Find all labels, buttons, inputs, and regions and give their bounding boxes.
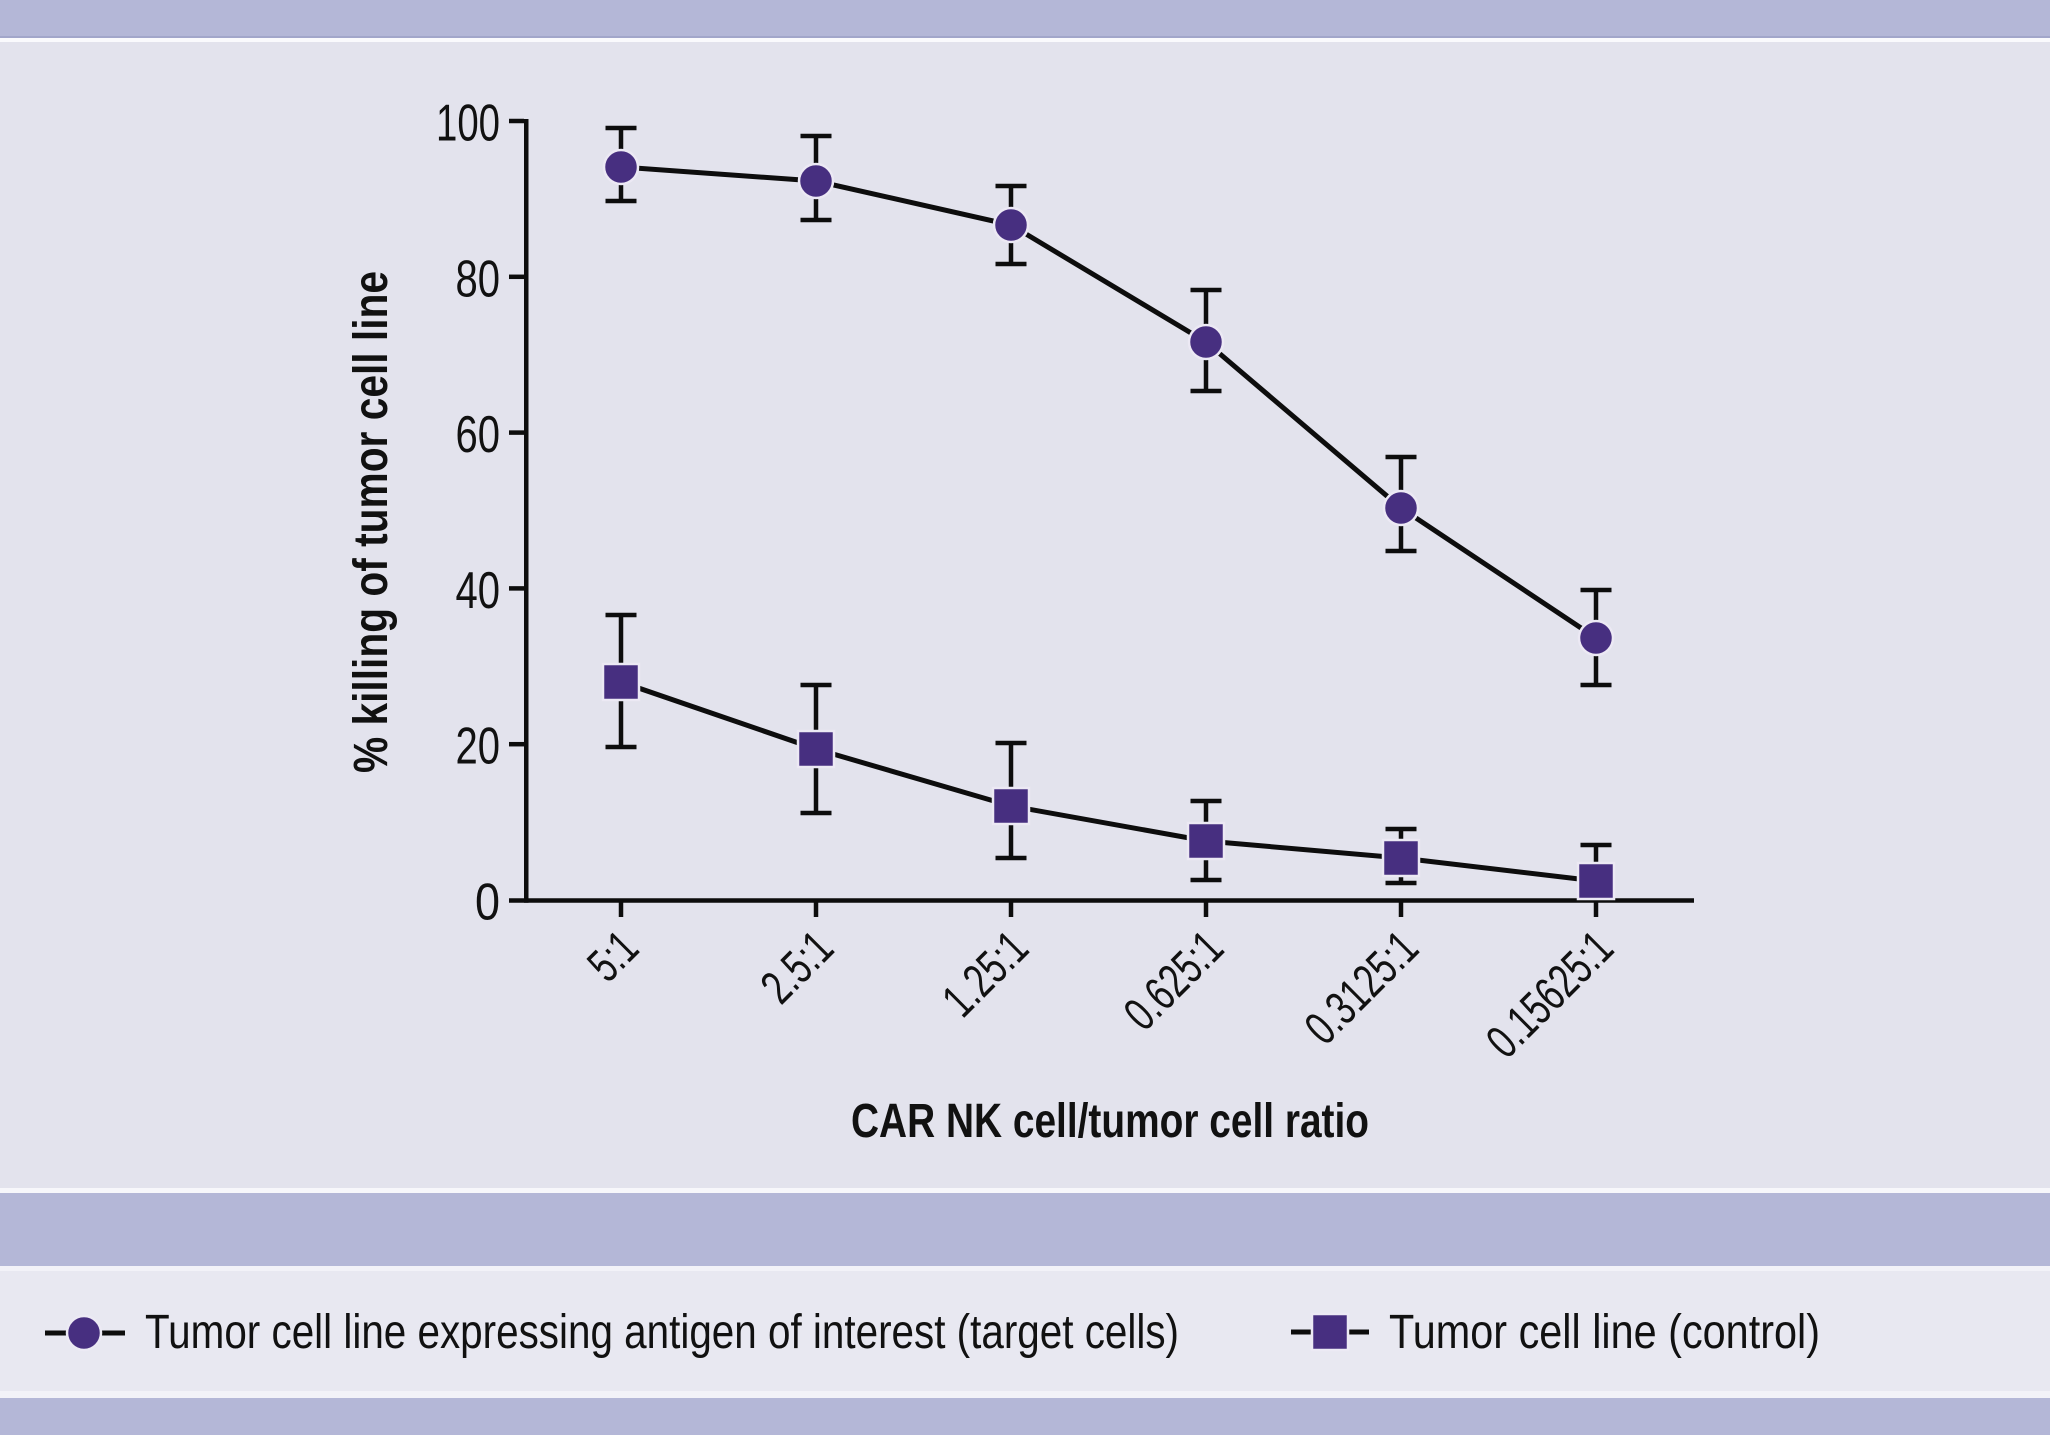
svg-text:Tumor cell line (control): Tumor cell line (control) <box>1389 1306 1820 1359</box>
svg-text:40: 40 <box>456 562 501 620</box>
svg-text:0.3125:1: 0.3125:1 <box>1295 921 1429 1055</box>
svg-text:20: 20 <box>456 718 501 776</box>
svg-text:5:1: 5:1 <box>578 921 649 992</box>
svg-text:% killing of tumor cell line: % killing of tumor cell line <box>345 271 398 773</box>
svg-text:Tumor cell line expressing ant: Tumor cell line expressing antigen of in… <box>145 1306 1179 1359</box>
svg-text:60: 60 <box>456 406 501 464</box>
svg-text:0.625:1: 0.625:1 <box>1114 921 1234 1041</box>
svg-text:100: 100 <box>436 95 500 153</box>
svg-text:80: 80 <box>456 250 501 308</box>
svg-text:0.15625:1: 0.15625:1 <box>1477 921 1624 1068</box>
svg-text:CAR NK cell/tumor cell ratio: CAR NK cell/tumor cell ratio <box>851 1095 1369 1148</box>
svg-text:1.25:1: 1.25:1 <box>933 921 1039 1027</box>
svg-text:2.5:1: 2.5:1 <box>751 921 844 1014</box>
svg-text:0: 0 <box>475 874 500 932</box>
